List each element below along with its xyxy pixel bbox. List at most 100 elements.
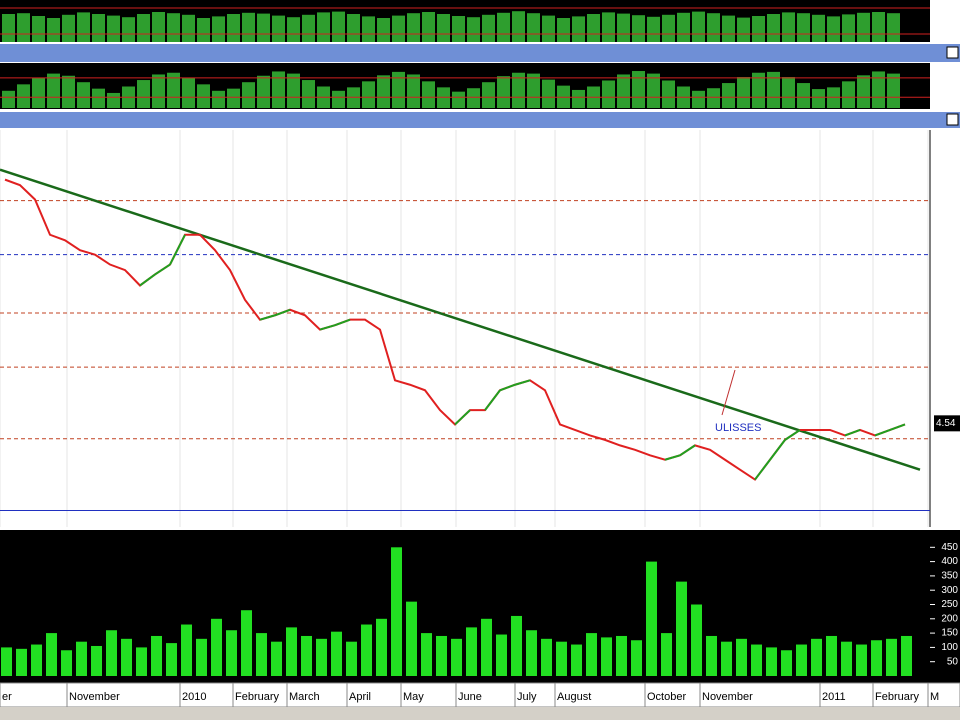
oscillator-bar <box>32 16 45 42</box>
oscillator-bar <box>197 18 210 42</box>
oscillator-bar <box>107 15 120 43</box>
volume-bar <box>211 618 222 676</box>
volume-bar <box>16 648 27 676</box>
x-tick-label: November <box>702 691 753 703</box>
oscillator-bar <box>662 80 675 108</box>
up-segment <box>769 439 786 461</box>
oscillator-bar <box>317 12 330 42</box>
oscillator-bar <box>872 71 885 108</box>
volume-bar <box>631 640 642 676</box>
oscillator-bar <box>302 80 315 108</box>
oscillator-bar <box>137 80 150 108</box>
oscillator-bar <box>602 80 615 108</box>
up-segment <box>514 379 531 386</box>
up-segment <box>484 389 501 411</box>
toolbar <box>0 707 960 720</box>
oscillator-bar <box>332 90 345 108</box>
oscillator-bar <box>362 16 375 42</box>
up-segment <box>274 308 291 317</box>
volume-bar <box>811 638 822 676</box>
y-tick-label: 350 <box>941 571 958 582</box>
oscillator-bar <box>797 83 810 108</box>
oscillator-bar <box>182 14 195 43</box>
oscillator-bar <box>887 13 900 42</box>
volume-bar <box>61 650 72 676</box>
oscillator-bar <box>347 14 360 42</box>
oscillator-bar <box>167 13 180 42</box>
oscillator-bar <box>62 14 75 43</box>
oscillator-bar <box>377 18 390 42</box>
oscillator-bar <box>782 77 795 108</box>
up-segment <box>754 459 771 481</box>
oscillator-bar <box>812 14 825 43</box>
oscillator-bar <box>752 72 765 108</box>
x-tick-label: February <box>875 691 920 703</box>
x-tick-label: er <box>2 691 12 703</box>
oscillator-bar <box>242 12 255 43</box>
oscillator-bar <box>692 11 705 42</box>
oscillator-bar <box>452 16 465 42</box>
annotation: ULISSES <box>715 422 761 434</box>
volume-bar <box>421 633 432 676</box>
oscillator-bar <box>287 17 300 42</box>
oscillator-bar <box>182 77 195 108</box>
oscillator-bar <box>167 72 180 108</box>
y-tick-label: 450 <box>941 542 958 553</box>
volume-bar <box>181 624 192 676</box>
volume-bar <box>721 641 732 676</box>
oscillator-bar <box>527 73 540 108</box>
volume-bar <box>616 635 627 676</box>
volume-bar <box>646 561 657 676</box>
volume-bar <box>166 643 177 676</box>
volume-bar <box>781 650 792 676</box>
oscillator-bar <box>272 71 285 108</box>
x-tick-label: March <box>289 691 320 703</box>
oscillator-bar <box>542 15 555 43</box>
oscillator-bar <box>617 74 630 108</box>
volume-bar <box>541 638 552 676</box>
volume-bar <box>331 631 342 676</box>
oscillator-bar <box>767 71 780 108</box>
trend-line <box>0 168 921 471</box>
volume-bar <box>766 647 777 676</box>
maximize-button[interactable] <box>946 113 959 126</box>
oscillator-bar <box>617 13 630 42</box>
oscillator-bar <box>632 15 645 42</box>
oscillator-bar <box>527 13 540 42</box>
oscillator-bar <box>857 75 870 108</box>
oscillator-bar <box>752 16 765 42</box>
oscillator-bar <box>797 13 810 42</box>
panel-separator <box>0 44 960 62</box>
oscillator-bar <box>767 14 780 42</box>
last-value: 4.54 <box>936 418 956 429</box>
up-segment <box>499 383 516 392</box>
oscillator-bar <box>92 14 105 42</box>
maximize-button[interactable] <box>946 46 959 59</box>
x-tick-label: July <box>517 691 537 703</box>
volume-bar <box>106 630 117 676</box>
volume-bar <box>136 647 147 676</box>
volume-bar <box>871 640 882 676</box>
oscillator-bar <box>302 14 315 43</box>
oscillator-bar <box>707 88 720 108</box>
oscillator-bar <box>707 13 720 42</box>
oscillator-bar <box>212 16 225 42</box>
x-tick-label: August <box>557 691 591 703</box>
oscillator-bar <box>332 11 345 42</box>
oscillator-bar <box>2 14 15 42</box>
volume-bar <box>121 638 132 676</box>
volume-bar <box>736 638 747 676</box>
oscillator-bar <box>362 81 375 108</box>
oscillator-bar <box>662 14 675 43</box>
oscillator-bar <box>47 18 60 42</box>
volume-bar <box>466 627 477 676</box>
oscillator-bar <box>827 16 840 42</box>
oscillator-bar <box>512 72 525 108</box>
oscillator-bar <box>812 89 825 108</box>
y-tick-label: 250 <box>941 599 958 610</box>
oscillator-bar <box>92 88 105 108</box>
oscillator-bar <box>482 14 495 43</box>
volume-bar <box>691 604 702 676</box>
volume-bar <box>361 624 372 676</box>
oscillator-bar <box>467 17 480 42</box>
